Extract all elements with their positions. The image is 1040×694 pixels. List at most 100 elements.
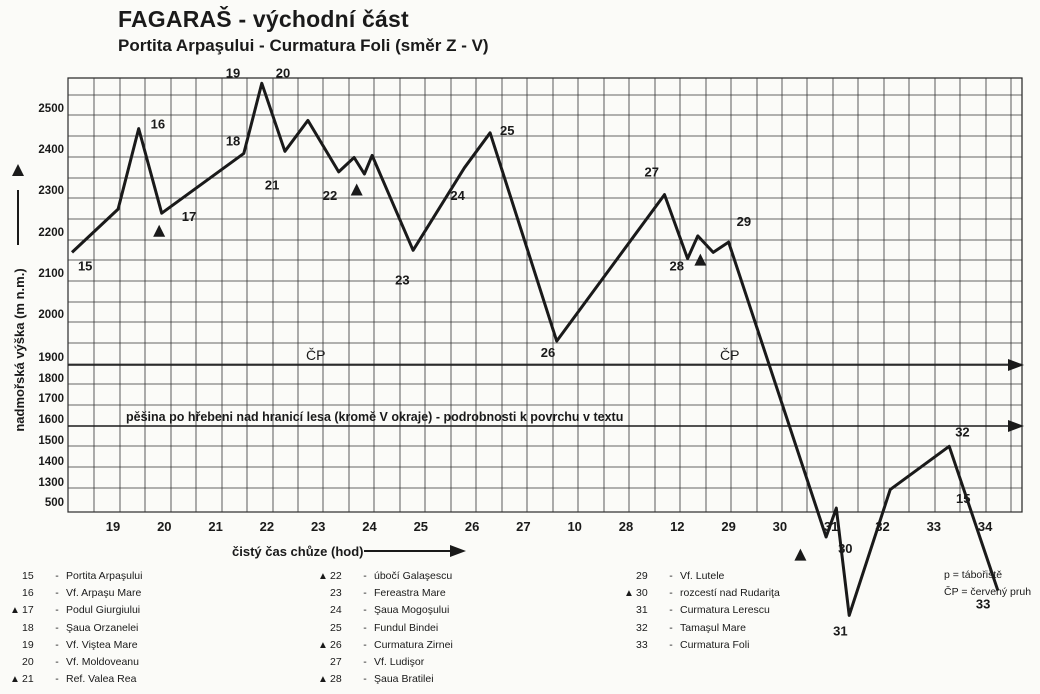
shelter-marker-icon [153, 224, 166, 237]
waypoint-label: 32 [955, 424, 969, 439]
legend-row: 33 - Curmatura Foli [622, 639, 749, 654]
y-tick-label: 1400 [38, 456, 64, 468]
legend-row: 15 - Portita Arpaşului [8, 570, 142, 585]
legend-row: 20 - Vf. Moldoveanu [8, 656, 139, 671]
legend-number: 19 [22, 638, 34, 651]
legend-name: úbočí Galaşescu [374, 570, 453, 582]
legend-name: rozcestí nad Rudariţa [680, 587, 780, 600]
chart-title: FAGARAŠ - východní část [118, 6, 409, 32]
elevation-profile-line [70, 81, 1000, 617]
legend-note: ČP = červený pruh [944, 586, 1032, 598]
x-axis-label: čistý čas chůze (hod) [232, 544, 363, 559]
shelter-triangle-icon: ▲ [624, 588, 634, 600]
y-axis-arrowhead [12, 164, 24, 176]
y-tick-label: 1500 [38, 435, 64, 447]
y-tick-label: 1300 [38, 477, 64, 489]
legend-name: Tamaşul Mare [680, 621, 746, 634]
legend-name: Fundul Bindei [374, 621, 439, 634]
shelter-triangle-icon: ▲ [318, 571, 328, 582]
waypoint-label: 20 [276, 65, 290, 80]
waypoint-label: 21 [265, 177, 279, 192]
waypoint-label: 30 [838, 541, 852, 556]
legend-dash: - [363, 604, 367, 617]
legend-number: 26 [330, 638, 342, 651]
legend-name: Curmatura Lerescu [680, 604, 770, 617]
legend-number: 24 [330, 604, 342, 617]
legend-number: 27 [330, 656, 342, 668]
legend-row: 18 - Şaua Orzanelei [8, 622, 138, 637]
legend-row: ▲ 30 - rozcestí nad Rudariţa [622, 587, 780, 602]
legend-row: 29 - Vf. Lutele [622, 570, 724, 585]
legend-row: 19 - Vf. Viştea Mare [8, 639, 138, 654]
legend-dash: - [363, 570, 367, 582]
shelter-marker-icon [350, 183, 363, 196]
legend-dash: - [363, 621, 367, 634]
legend-number: 29 [636, 570, 648, 582]
legend-number: 23 [330, 587, 342, 600]
legend-number: 20 [22, 656, 34, 668]
legend-row: ▲ 28 - Şaua Bratilei [316, 673, 434, 688]
shelter-marker-icon [694, 253, 707, 266]
x-tick-label: 19 [106, 519, 120, 534]
y-tick-label: 1800 [38, 373, 64, 385]
y-tick-label: 2000 [38, 309, 64, 321]
waypoint-label: 23 [395, 272, 409, 287]
legend-number: 18 [22, 621, 34, 634]
legend-row: 31 - Curmatura Lerescu [622, 604, 770, 619]
legend-number: 22 [330, 570, 342, 582]
legend-number: 31 [636, 604, 648, 617]
legend-dash: - [669, 587, 673, 600]
waypoint-label: 25 [500, 123, 514, 138]
y-tick-label: 2400 [38, 144, 64, 156]
y-tick-label: 1900 [38, 352, 64, 364]
legend-row: ▲ 21 - Ref. Valea Rea [8, 673, 136, 688]
legend-number: 16 [22, 587, 34, 600]
legend-name: Podul Giurgiului [66, 604, 141, 617]
legend-number: 25 [330, 621, 342, 634]
legend-row: ▲ 22 - úbočí Galaşescu [316, 570, 452, 585]
legend-dash: - [363, 673, 367, 686]
legend-row: 32 - Tamaşul Mare [622, 622, 746, 637]
waypoint-label: 17 [182, 209, 196, 224]
waypoint-label: 16 [151, 117, 165, 132]
legend-row: 24 - Şaua Mogoşului [316, 604, 449, 619]
legend-number: 17 [22, 604, 34, 617]
waypoint-label: 29 [737, 214, 751, 229]
waypoint-label: 19 [226, 65, 240, 80]
legend-name: Vf. Moldoveanu [66, 656, 139, 668]
legend-dash: - [55, 621, 59, 634]
legend-dash: - [55, 656, 59, 668]
legend-number: 15 [22, 570, 34, 582]
x-tick-label: 34 [978, 519, 993, 534]
waypoint-label: 31 [833, 623, 847, 638]
legend-dash: - [55, 638, 59, 651]
x-tick-label: 28 [619, 519, 633, 534]
legend-name: Portita Arpaşului [66, 570, 143, 582]
legend-name: Curmatura Zirnei [374, 638, 453, 651]
legend-name: Şaua Orzanelei [66, 621, 139, 634]
legend-dash: - [55, 604, 59, 617]
legend-row: ▲ 26 - Curmatura Zirnei [316, 639, 453, 654]
waypoint-label: 27 [644, 165, 658, 180]
chart-subtitle: Portita Arpaşului - Curmatura Foli (směr… [118, 36, 489, 55]
legend-name: Vf. Ludişor [374, 656, 425, 668]
legend-row: 27 - Vf. Ludişor [316, 656, 424, 671]
x-tick-label: 33 [927, 519, 941, 534]
legend-dash: - [669, 604, 673, 617]
waypoint-label: 28 [670, 259, 684, 274]
legend-number: 21 [22, 673, 34, 686]
legend-name: Şaua Bratilei [374, 673, 434, 686]
legend-name: Şaua Mogoşului [374, 604, 450, 617]
waypoint-label: 26 [541, 345, 555, 360]
legend-name: Curmatura Foli [680, 638, 750, 651]
x-tick-label: 24 [362, 519, 377, 534]
legend-number: 32 [636, 621, 648, 634]
legend-row: 16 - Vf. Arpaşu Mare [8, 587, 141, 602]
legend-dash: - [363, 587, 367, 600]
y-tick-label: 2200 [38, 227, 64, 239]
y-axis-label: nadmořská výška (m n.m.) [12, 268, 27, 431]
route-arrowhead-cp [1008, 359, 1024, 371]
legend-name: Fereastra Mare [374, 587, 446, 600]
y-tick-label: 2100 [38, 268, 64, 280]
